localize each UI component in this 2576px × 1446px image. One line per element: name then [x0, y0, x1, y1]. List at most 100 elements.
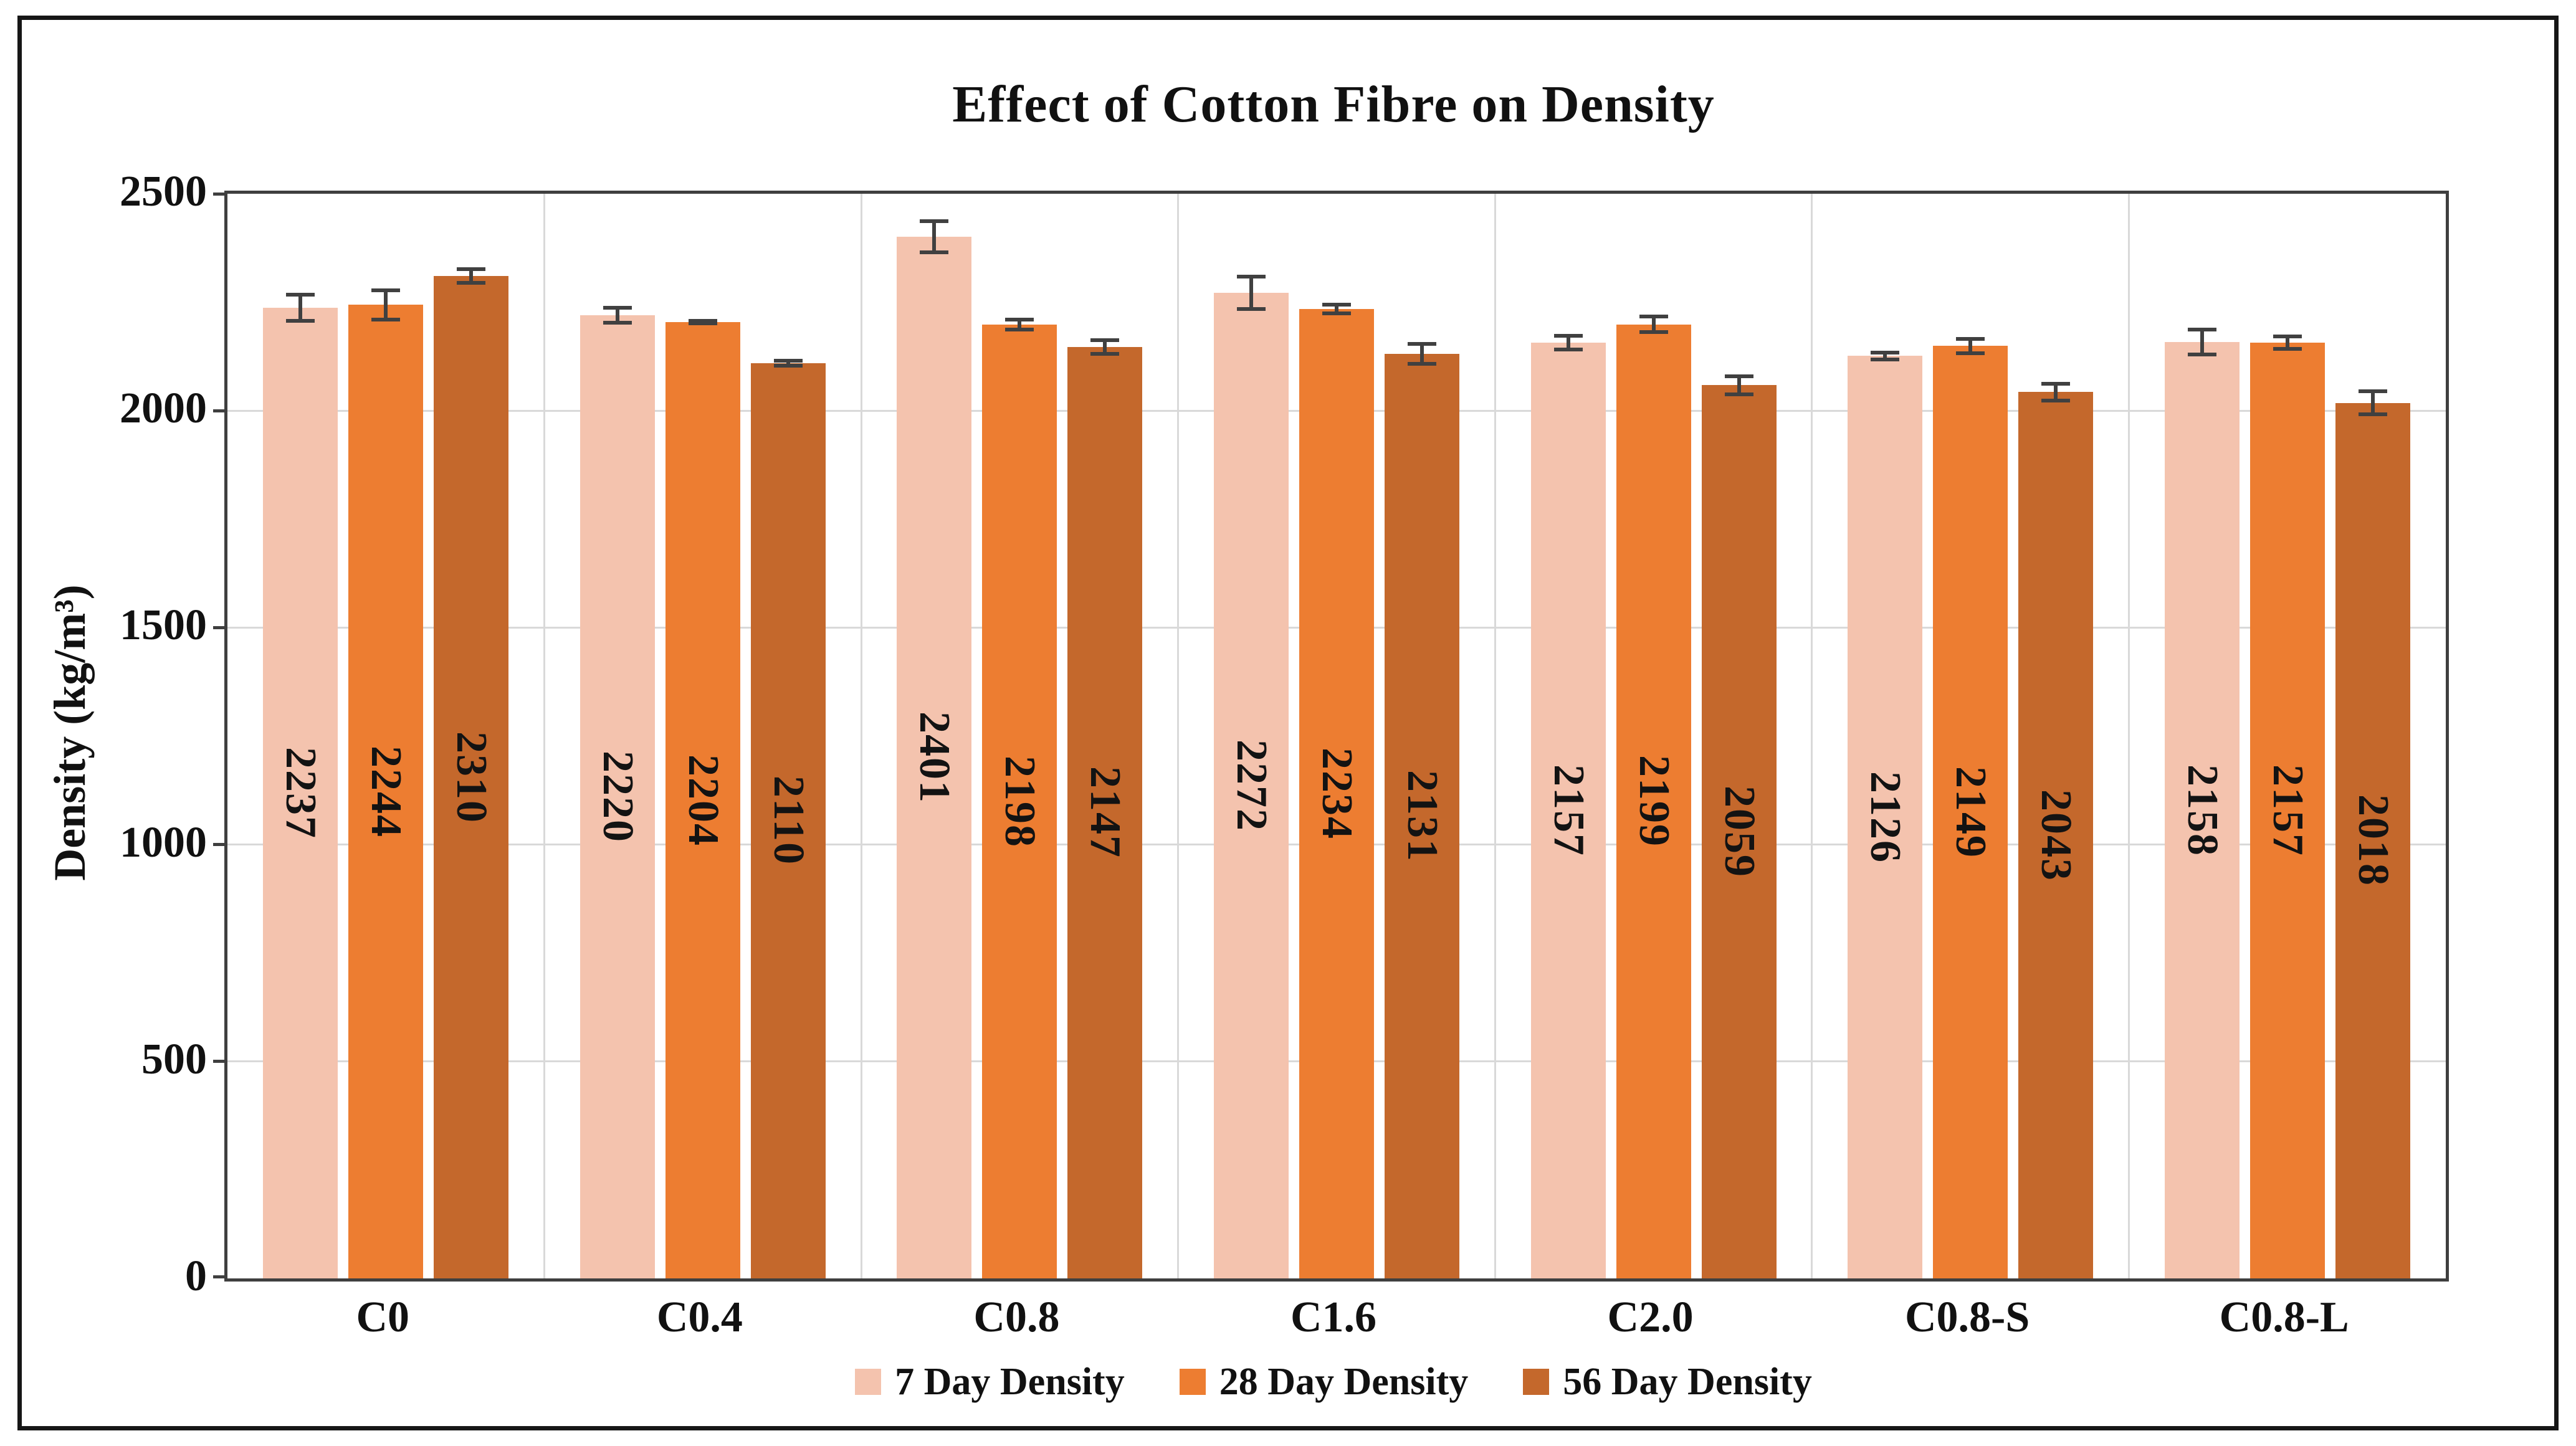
- x-axis-label-C1.6: C1.6: [1290, 1293, 1377, 1341]
- bar-value-label: 2126: [1861, 771, 1910, 863]
- error-bar: [1090, 338, 1120, 356]
- bar-C0.4-7day: 2220: [580, 315, 655, 1278]
- gridline-vertical: [2127, 194, 2130, 1278]
- error-bar: [1005, 318, 1034, 332]
- error-bar-cap-bottom: [688, 321, 717, 325]
- bar-C2.0-7day: 2157: [1530, 342, 1606, 1278]
- error-bar: [1724, 374, 1753, 396]
- y-axis-tick-mark: [213, 192, 224, 196]
- legend-item: 7 Day Density: [855, 1363, 1125, 1401]
- bar-value-label: 2272: [1228, 739, 1276, 832]
- error-bar-line: [298, 293, 303, 323]
- legend-label: 28 Day Density: [1219, 1361, 1469, 1403]
- bar-value-label: 2149: [1947, 766, 1995, 859]
- bar-value-label: 2199: [1629, 755, 1678, 848]
- error-bar: [2187, 328, 2216, 357]
- error-bar-cap-bottom: [2041, 398, 2071, 402]
- error-bar-line: [1249, 274, 1253, 311]
- error-bar: [1322, 303, 1351, 315]
- plot-area: 2237 2220 2401 2272 2157 2126 2158 2244 2204 2198…: [213, 191, 2449, 1282]
- bar-value-label: 2131: [1398, 769, 1446, 862]
- bar-C0.8-28day: 2198: [982, 325, 1057, 1278]
- error-bar: [2358, 389, 2387, 417]
- error-bar-cap-bottom: [2273, 347, 2302, 351]
- bar-C2.0-56day: 2059: [1701, 385, 1777, 1278]
- x-axis-label-C0.8-S: C0.8-S: [1904, 1293, 2030, 1341]
- legend: 7 Day Density 28 Day Density 56 Day Densit…: [224, 1358, 2443, 1406]
- bar-value-label: 2110: [764, 776, 813, 866]
- gridline-vertical: [860, 194, 862, 1278]
- error-bar-cap-bottom: [1553, 347, 1583, 351]
- error-bar-line: [786, 358, 790, 368]
- error-bar-cap-bottom: [371, 317, 401, 321]
- bar-value-label: 2157: [1544, 764, 1593, 857]
- error-bar-line: [1335, 303, 1338, 315]
- legend-item: 28 Day Density: [1179, 1361, 1469, 1403]
- bar-C0.8-L-56day: 2018: [2335, 402, 2410, 1278]
- bar-value-label: 2198: [996, 755, 1044, 848]
- bar-value-label: 2220: [593, 751, 642, 843]
- y-axis-tick-label: 1500: [120, 601, 207, 650]
- error-bar: [603, 306, 632, 325]
- error-bar: [1871, 351, 1900, 361]
- bar-C0.8-L-28day: 2157: [2249, 342, 2325, 1278]
- error-bar-line: [1018, 318, 1022, 332]
- bar-C2.0-28day: 2199: [1616, 324, 1691, 1278]
- error-bar: [920, 219, 949, 254]
- bar-value-label: 2204: [679, 754, 727, 847]
- y-axis-tick-mark: [213, 843, 224, 847]
- error-bar: [773, 358, 803, 368]
- y-axis-tick-label: 2000: [120, 384, 207, 433]
- error-bar-cap-bottom: [1090, 351, 1120, 356]
- bar-C0.8-S-28day: 2149: [1933, 346, 2008, 1278]
- bar-C1.6-56day: 2131: [1385, 353, 1459, 1278]
- bar-value-label: 2147: [1081, 766, 1130, 859]
- bar-value-label: 2237: [277, 747, 325, 840]
- x-axis-label-C0.8-L: C0.8-L: [2219, 1293, 2349, 1341]
- error-bar-cap-bottom: [920, 250, 949, 254]
- error-bar-cap-bottom: [1639, 330, 1668, 334]
- error-bar-line: [1883, 351, 1887, 361]
- gridline-vertical: [1177, 194, 1180, 1278]
- error-bar: [688, 319, 717, 325]
- error-bar-line: [1420, 342, 1424, 366]
- bar-value-label: 2244: [362, 745, 411, 838]
- error-bar-cap-bottom: [1005, 328, 1034, 332]
- error-bar-line: [2285, 334, 2289, 351]
- legend-swatch-icon: [855, 1369, 882, 1395]
- bar-C0.8-S-56day: 2043: [2018, 392, 2094, 1278]
- bar-C0.4-56day: 2110: [750, 363, 826, 1278]
- error-bar-line: [1968, 336, 1973, 356]
- legend-item: 56 Day Density: [1523, 1363, 1812, 1401]
- error-bar: [457, 267, 486, 285]
- error-bar-cap-bottom: [1408, 361, 1436, 366]
- bar-C1.6-7day: 2272: [1214, 292, 1289, 1278]
- error-bar-cap-bottom: [2358, 412, 2387, 417]
- gridline-vertical: [543, 194, 546, 1278]
- error-bar-line: [469, 267, 474, 285]
- y-axis-tick-label: 2500: [120, 168, 207, 216]
- bar-C0.8-7day: 2401: [897, 236, 972, 1278]
- bar-value-label: 2401: [910, 711, 959, 804]
- x-axis-label-C2.0: C2.0: [1607, 1293, 1694, 1341]
- x-axis-label-C0.8: C0.8: [973, 1293, 1060, 1341]
- error-bar: [371, 288, 401, 321]
- error-bar-cap-bottom: [2187, 353, 2216, 357]
- legend-swatch-icon: [1179, 1369, 1206, 1395]
- error-bar-cap-bottom: [1724, 392, 1753, 396]
- error-bar-cap-bottom: [1237, 307, 1266, 311]
- bar-value-label: 2043: [2032, 789, 2081, 882]
- bar-value-label: 2234: [1313, 748, 1361, 840]
- error-bar-line: [1737, 374, 1741, 396]
- error-bar-line: [2200, 328, 2204, 357]
- bar-C0.8-S-7day: 2126: [1848, 356, 1923, 1278]
- y-axis-tick-mark: [213, 409, 224, 412]
- y-axis-tick-mark: [213, 625, 224, 629]
- bar-value-label: 2310: [447, 731, 496, 824]
- x-axis-label-C0.4: C0.4: [656, 1293, 743, 1341]
- error-bar-line: [1651, 315, 1656, 334]
- error-bar-line: [2370, 389, 2375, 417]
- error-bar-cap-bottom: [1322, 311, 1351, 315]
- bar-value-label: 2157: [2263, 764, 2312, 857]
